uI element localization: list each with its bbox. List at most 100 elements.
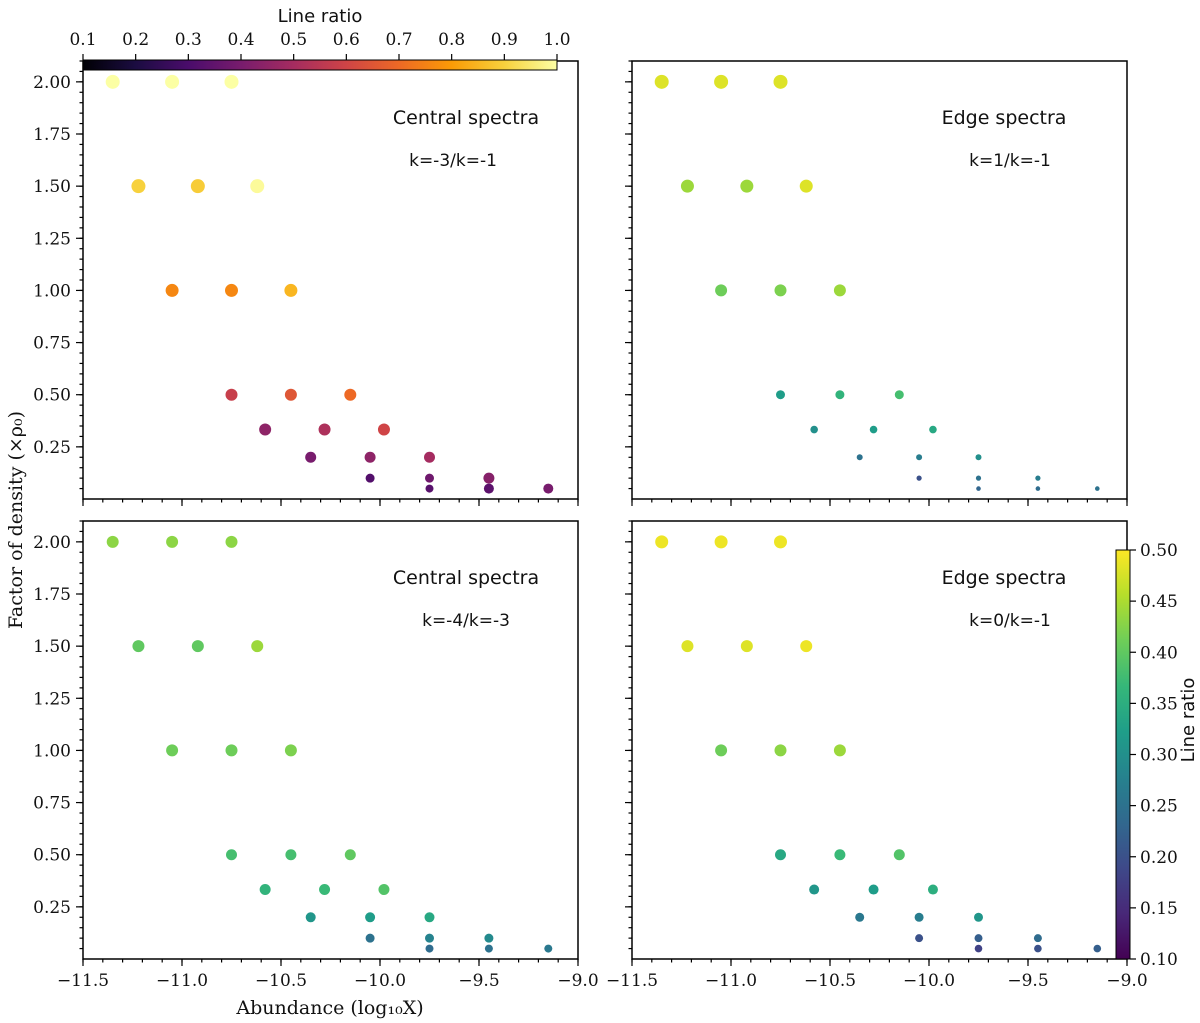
data-point (1093, 944, 1102, 953)
data-point (284, 283, 298, 297)
data-point (1095, 486, 1100, 491)
scatter-points (105, 74, 554, 494)
data-point (976, 486, 981, 491)
data-point (365, 933, 375, 943)
colorbar-right-tick-label: 0.25 (1140, 797, 1178, 817)
data-point (714, 74, 729, 89)
data-point (868, 884, 879, 895)
panel-title: Central spectra (393, 567, 539, 589)
data-point (225, 388, 238, 401)
data-point (259, 884, 271, 896)
data-point (165, 74, 180, 89)
panel-title: Edge spectra (942, 107, 1067, 129)
data-point (774, 535, 787, 549)
x-tick-label: −9.5 (1007, 971, 1048, 991)
colorbar-top-tick-label: 0.1 (69, 30, 96, 50)
data-point (740, 179, 754, 193)
data-point (975, 454, 982, 461)
data-point (680, 179, 694, 193)
y-tick-label: 0.50 (33, 386, 71, 406)
colorbar-top-tick-label: 1.0 (543, 30, 570, 50)
colorbar-top-tick-label: 0.5 (280, 30, 307, 50)
data-point (894, 390, 904, 400)
data-point (425, 473, 434, 483)
data-point (856, 454, 863, 461)
colorbar-top-tick-label: 0.8 (438, 30, 465, 50)
y-tick-label: 1.50 (33, 637, 71, 657)
data-point (425, 944, 434, 953)
x-axis-ticks: −11.5 −11.0 −10.5 −10.0 −9.5 −9.0 (57, 959, 599, 991)
panel-top-left: 0.25 0.50 0.75 1.00 1.25 1.50 1.75 2.00 Central … (33, 60, 579, 506)
data-point (800, 640, 813, 653)
data-point (284, 744, 297, 757)
data-point (927, 884, 938, 895)
data-point (914, 912, 924, 922)
y-tick-label: 1.75 (33, 585, 71, 605)
data-point (166, 535, 179, 548)
colorbar-top-tick-label: 0.7 (385, 30, 412, 50)
data-point (544, 944, 553, 953)
colorbar-top-label: Line ratio (278, 6, 363, 27)
data-point (319, 884, 331, 896)
panel-subtitle: k=-4/k=-3 (422, 611, 510, 631)
data-point (344, 388, 357, 401)
colorbar-top-tick-label: 0.3 (175, 30, 202, 50)
data-point (425, 484, 434, 493)
data-point (776, 390, 785, 400)
data-point (681, 640, 694, 653)
data-point (855, 912, 865, 922)
panel-top-right: Edge spectra k=1/k=-1 (625, 60, 1128, 506)
data-point (799, 179, 813, 193)
data-point (377, 423, 390, 436)
scatter-points (655, 535, 1102, 953)
data-point (250, 179, 265, 194)
y-tick-label: 1.25 (33, 229, 71, 249)
colorbar-top-tick-label: 0.9 (491, 30, 518, 50)
data-point (715, 744, 728, 757)
data-point (165, 283, 179, 297)
data-point (715, 284, 728, 297)
data-point (166, 744, 179, 757)
colorbar-right-label: Line ratio (1178, 678, 1199, 763)
y-tick-label: 1.75 (33, 125, 71, 145)
data-point (714, 535, 728, 549)
data-point (344, 849, 356, 861)
panel-title: Edge spectra (942, 567, 1067, 589)
data-point (1035, 486, 1041, 491)
colorbar-right-tick-label: 0.45 (1140, 592, 1178, 612)
data-point (378, 884, 390, 896)
x-axis-ticks (631, 499, 1128, 506)
colorbar-top-gradient (82, 59, 558, 71)
colorbar-right-tick-label: 0.40 (1140, 643, 1178, 663)
data-point (132, 640, 145, 653)
data-point (1033, 934, 1042, 943)
data-point (869, 425, 878, 434)
data-point (773, 74, 788, 89)
data-point (424, 451, 435, 463)
colorbar-top-tick-label: 0.2 (122, 30, 149, 50)
data-point (225, 283, 238, 297)
data-point (974, 912, 983, 922)
colorbar-right-tick-label: 0.15 (1140, 899, 1178, 919)
colorbar-right-tick-label: 0.50 (1140, 541, 1178, 561)
data-point (425, 933, 434, 943)
data-point (483, 472, 495, 484)
colorbar-right-tick-label: 0.20 (1140, 848, 1178, 868)
x-tick-label: −9.5 (458, 971, 499, 991)
data-point (1034, 944, 1042, 953)
scatter-points (654, 74, 1100, 491)
x-axis-ticks (82, 499, 579, 506)
data-point (484, 933, 494, 943)
data-point (835, 390, 845, 400)
panels: 0.25 0.50 0.75 1.00 1.25 1.50 1.75 2.00 Central … (33, 60, 1148, 991)
y-axis-ticks (625, 60, 632, 490)
data-point (975, 475, 982, 481)
colorbar-right: 0.10 0.15 0.20 0.25 0.30 0.35 0.40 0.45 0.50 Lin… (1115, 541, 1199, 970)
data-point (365, 473, 375, 483)
data-point (543, 483, 554, 494)
data-point (190, 179, 205, 194)
data-point (285, 849, 297, 861)
y-tick-label: 1.50 (33, 177, 71, 197)
data-point (809, 884, 820, 895)
